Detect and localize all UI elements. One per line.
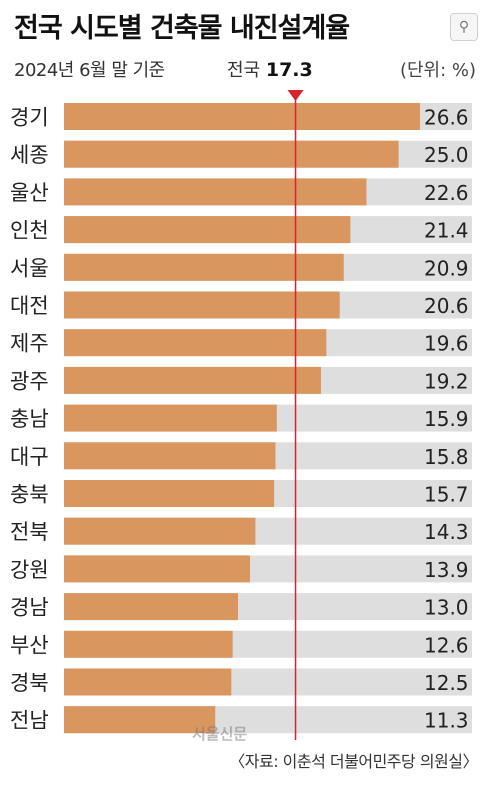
bar	[64, 706, 216, 734]
value-label: 13.9	[424, 558, 469, 582]
bar	[64, 140, 399, 168]
value-label: 15.8	[424, 445, 469, 469]
bar	[64, 555, 251, 583]
value-label: 22.6	[424, 181, 469, 205]
bar	[64, 253, 344, 281]
search-icon[interactable]: ⚲	[450, 13, 478, 41]
bar	[64, 593, 238, 621]
value-label: 12.5	[424, 671, 469, 695]
value-label: 19.2	[424, 369, 469, 393]
value-label: 15.9	[424, 407, 469, 431]
value-label: 12.6	[424, 633, 469, 657]
category-label: 인천	[10, 219, 49, 243]
category-label: 세종	[10, 143, 49, 167]
bar	[64, 404, 277, 432]
category-label: 강원	[10, 558, 49, 582]
category-label: 서울	[10, 256, 49, 280]
value-label: 13.0	[424, 596, 469, 620]
category-label: 경북	[10, 671, 49, 695]
bar	[64, 291, 340, 319]
category-label: 대전	[10, 294, 49, 318]
category-label: 대구	[10, 445, 49, 469]
value-label: 15.7	[424, 483, 469, 507]
category-label: 충북	[10, 483, 49, 507]
source-note: 〈자료: 이춘석 더불어민주당 의원실〉	[229, 752, 478, 771]
value-label: 14.3	[424, 520, 469, 544]
category-label: 경기	[10, 106, 49, 130]
chart-subtitle: 2024년 6월 말 기준	[14, 60, 165, 81]
category-label: 충남	[10, 407, 49, 431]
category-label: 전북	[10, 520, 49, 544]
bar	[64, 329, 327, 357]
bar	[64, 517, 256, 545]
watermark: 서울신문	[192, 725, 248, 743]
bar	[64, 216, 351, 244]
national-average-label: 전국 17.3	[227, 56, 313, 82]
reference-marker	[287, 90, 304, 101]
bar	[64, 668, 232, 696]
unit-label: (단위: %)	[399, 60, 476, 81]
national-label: 전국	[227, 60, 261, 81]
value-label: 20.6	[424, 294, 469, 318]
bar	[64, 630, 233, 658]
category-label: 울산	[10, 181, 49, 205]
value-label: 20.9	[424, 256, 469, 280]
category-label: 경남	[10, 596, 49, 620]
bar-chart: 경기 26.6 세종 25.0 울산 22.6 인천 21.4 서울 20.9 대전 20.6 제주 19…	[10, 90, 472, 740]
category-label: 제주	[10, 332, 49, 356]
value-label: 19.6	[424, 332, 469, 356]
value-label: 21.4	[424, 219, 469, 243]
category-label: 전남	[10, 709, 49, 733]
category-label: 광주	[10, 369, 49, 393]
category-label: 부산	[10, 633, 49, 657]
bar	[64, 442, 276, 470]
bar	[64, 366, 321, 394]
value-label: 26.6	[424, 106, 469, 130]
value-label: 11.3	[424, 709, 469, 733]
value-label: 25.0	[424, 143, 469, 167]
bar	[64, 480, 275, 507]
national-value: 17.3	[265, 59, 313, 81]
bar	[64, 103, 420, 130]
chart-title: 전국 시도별 건축물 내진설계율	[14, 13, 350, 44]
bar	[64, 178, 367, 206]
